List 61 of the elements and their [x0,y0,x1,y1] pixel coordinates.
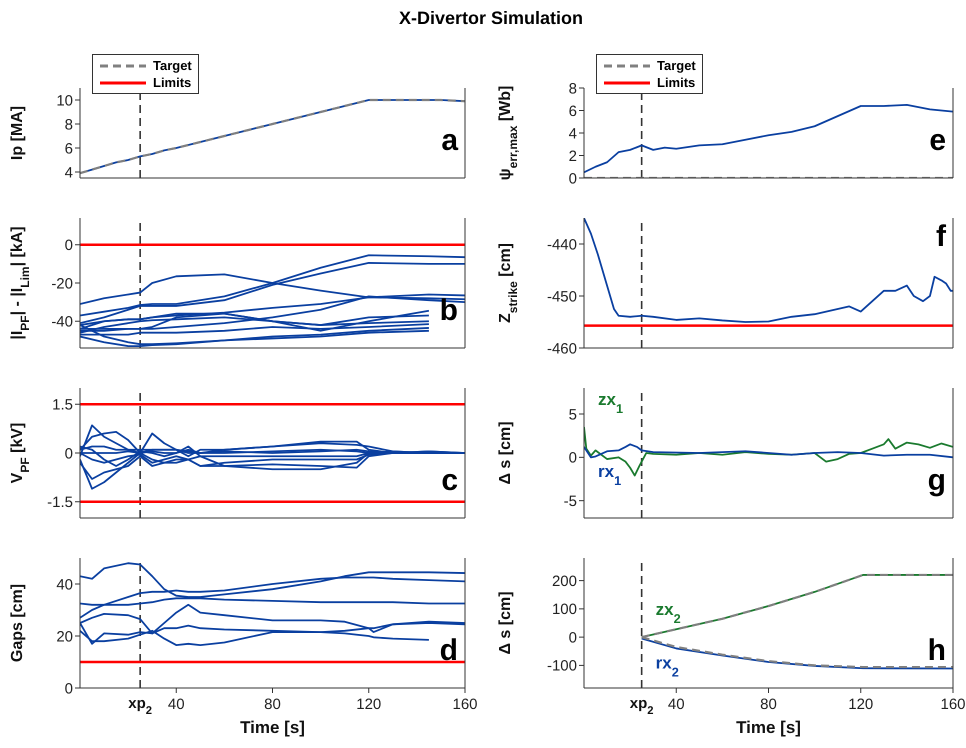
y-tick-label: -1.5 [47,494,73,512]
annotation: f [936,220,946,253]
x-axis-title: Time [s] [240,718,305,737]
legend-label: Target [153,57,192,74]
chart-title: X-Divertor Simulation [398,8,584,29]
y-tick-label: 0 [568,170,577,188]
y-tick-label: 2 [568,148,577,165]
y-tick-label: 8 [568,80,577,98]
y-tick-label: 0 [64,237,73,254]
ref-line-label: xp$_{2}$ [128,695,152,717]
ref-line-label: xp$_{2}$ [630,695,654,717]
y-tick-label: 6 [568,102,577,120]
y-tick-label: 0 [568,629,577,646]
y-tick-label: 6 [64,140,73,158]
y-tick-label: 40 [56,576,73,594]
x-tick-label: 40 [168,696,185,713]
legend-label: Limits [153,74,192,91]
annotation: h [928,634,946,667]
annotation: g [928,464,946,497]
series-label: zx$_{1}$ [598,390,624,416]
annotation: a [441,124,458,157]
x-tick-label: 80 [264,696,281,713]
annotation: d [440,634,458,667]
y-axis-title: Ip [MA] [9,106,26,160]
y-tick-label: 4 [568,125,577,142]
y-tick-label: -460 [546,340,577,358]
y-tick-label: -40 [51,314,73,331]
legend-label: Limits [657,74,696,91]
y-tick-label: 5 [568,406,577,424]
series-label: rx$_{2}$ [656,654,679,680]
legend-label: Target [657,57,696,74]
x-tick-label: 80 [760,696,777,713]
y-tick-label: 200 [552,572,577,590]
y-tick-label: -100 [546,658,577,675]
y-tick-label: 4 [64,164,73,182]
y-tick-label: 100 [552,601,577,618]
annotation: e [929,124,946,157]
y-axis-title: Δ s [cm] [497,421,514,485]
y-tick-label: 8 [64,116,73,134]
x-tick-label: 160 [940,696,966,713]
y-axis-title: Gaps [cm] [9,584,26,662]
x-tick-label: 120 [356,696,382,713]
y-tick-label: -5 [564,492,577,510]
y-tick-label: -450 [546,288,577,306]
y-tick-label: 10 [56,92,73,110]
annotation: b [440,294,458,327]
y-tick-label: 1.5 [52,396,73,414]
y-tick-label: 0 [64,680,73,698]
y-tick-label: 20 [56,628,73,646]
x-axis-title: Time [s] [736,718,801,737]
y-tick-label: -20 [51,275,73,292]
series-label: zx$_{2}$ [656,600,681,626]
series-label: rx$_{1}$ [598,462,622,488]
y-tick-label: 0 [568,450,577,467]
x-tick-label: 40 [668,696,685,713]
y-tick-label: -440 [546,236,577,254]
y-axis-title: Δ s [cm] [497,591,514,655]
x-tick-label: 120 [848,696,874,713]
y-tick-label: 0 [64,445,73,462]
x-tick-label: 160 [452,696,478,713]
annotation: c [441,464,458,497]
